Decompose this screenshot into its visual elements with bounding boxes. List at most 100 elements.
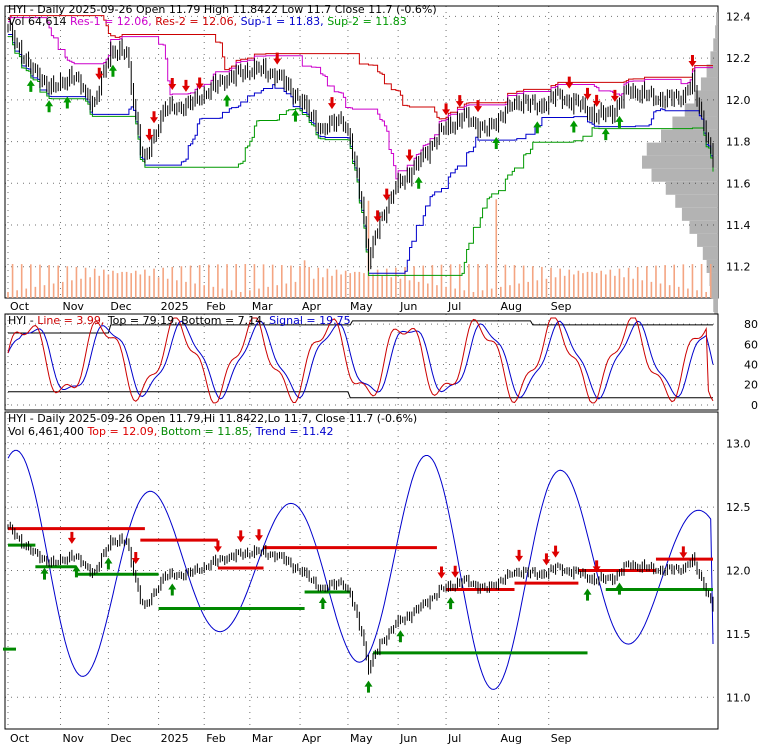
sell-arrow [236, 530, 245, 543]
volume-bar [103, 269, 105, 298]
volume-bar [16, 290, 18, 298]
trend-label: Trend = 11.42 [255, 425, 334, 438]
month-label: Feb [206, 732, 225, 745]
volume-bar [554, 277, 557, 298]
trend-tick-label: 12.0 [726, 565, 751, 578]
volume-bar [139, 274, 142, 298]
volume-bar [271, 264, 274, 298]
buy-arrow [318, 597, 327, 610]
volume-bar [326, 268, 329, 298]
oscillator-tick-label: 80 [744, 318, 758, 331]
volume-bar [30, 264, 32, 298]
volume-profile-bar [689, 220, 718, 234]
volume-bar [144, 269, 146, 298]
sell-arrow [145, 128, 154, 141]
volume-bar [568, 269, 571, 298]
month-label: Mar [252, 732, 273, 745]
volume-bar [57, 265, 59, 298]
sell-arrow [195, 77, 204, 90]
volume-bar [477, 264, 479, 298]
buy-arrow [291, 109, 300, 122]
volume-bar [472, 291, 475, 298]
volume-bar [595, 273, 598, 298]
volume-bar [550, 267, 552, 298]
volume-bar [71, 280, 73, 298]
month-label: Dec [110, 300, 131, 313]
volume-bar [458, 264, 461, 298]
sell-arrow [451, 565, 460, 578]
volume-bar [495, 199, 498, 298]
price-panel-subtitle: Vol 64,614 Res-1 = 12.06, Res-2 = 12.06,… [8, 15, 407, 28]
sell-arrow [474, 100, 482, 113]
month-label: Jun [399, 300, 417, 313]
volume-bar [121, 271, 123, 298]
volume-bar [408, 280, 411, 298]
price-tick-label: 11.2 [726, 261, 751, 274]
volume-bar [176, 280, 178, 298]
volume-bar [253, 264, 256, 298]
buy-arrow [533, 121, 542, 134]
volume-bar [166, 278, 169, 298]
volume-bar [134, 270, 137, 298]
volume-bar [75, 266, 78, 298]
volume-profile-bar [646, 142, 718, 156]
volume-bar [280, 265, 283, 298]
volume-bar [468, 264, 470, 298]
price-panel-title: HYI - Daily 2025-09-26 Open 11.79 High 1… [8, 3, 437, 16]
volume-bar [180, 266, 183, 298]
price-tick-label: 12.2 [726, 52, 751, 65]
month-label: Aug [501, 300, 522, 313]
price-tick-label: 12.0 [726, 94, 751, 107]
volume-bar [454, 288, 456, 298]
volume-profile-bar [675, 194, 718, 208]
buy-arrow [63, 96, 72, 109]
sell-arrow [150, 111, 159, 124]
volume-bar [226, 264, 228, 298]
top-line [8, 320, 713, 334]
sell-arrow [583, 87, 592, 100]
volume-bar [194, 283, 196, 298]
volume-bar [591, 271, 593, 298]
volume-bar [267, 286, 269, 298]
sell-arrow [610, 89, 619, 102]
volume-bar [696, 290, 698, 298]
volume-bar [641, 280, 644, 298]
month-label: May [350, 300, 373, 313]
volume-bar [399, 278, 402, 298]
month-label: Oct [10, 732, 30, 745]
volume-bar [212, 286, 215, 298]
bottom-line [8, 391, 713, 399]
volume-profile-bar [711, 286, 718, 300]
top-label: Top = 12.09, [86, 425, 160, 438]
res-1-line [8, 17, 713, 180]
sell-arrow [168, 78, 177, 91]
volume-bar [445, 286, 447, 298]
volume-bar [84, 267, 87, 298]
volume-bar [98, 275, 101, 298]
volume-label: Vol 6,461,400 [8, 425, 87, 438]
volume-label: Vol 64,614 [8, 15, 70, 28]
sell-arrow [551, 545, 560, 558]
volume-bar [522, 265, 525, 298]
signal-line [7, 320, 714, 400]
volume-bar [614, 275, 616, 298]
volume-bar [509, 285, 511, 298]
sell-arrow [327, 97, 336, 110]
volume-bar [604, 274, 607, 298]
volume-bar [299, 266, 301, 298]
oscillator-tick-label: 0 [751, 399, 758, 412]
buy-arrow [168, 583, 177, 596]
volume-bar [463, 290, 466, 298]
volume-bar [171, 266, 174, 298]
volume-profile-bar [713, 299, 718, 313]
volume-bar [130, 273, 133, 298]
price-panel-frame [4, 5, 719, 299]
month-label: Oct [10, 300, 30, 313]
volume-bar [709, 264, 712, 298]
sell-arrow [181, 79, 190, 92]
volume-bar [422, 265, 425, 298]
trend-panel-title: HYI - Daily 2025-09-26 Open 11.79,Hi 11.… [8, 412, 417, 425]
volume-bar [48, 265, 50, 298]
volume-bar [25, 288, 28, 298]
